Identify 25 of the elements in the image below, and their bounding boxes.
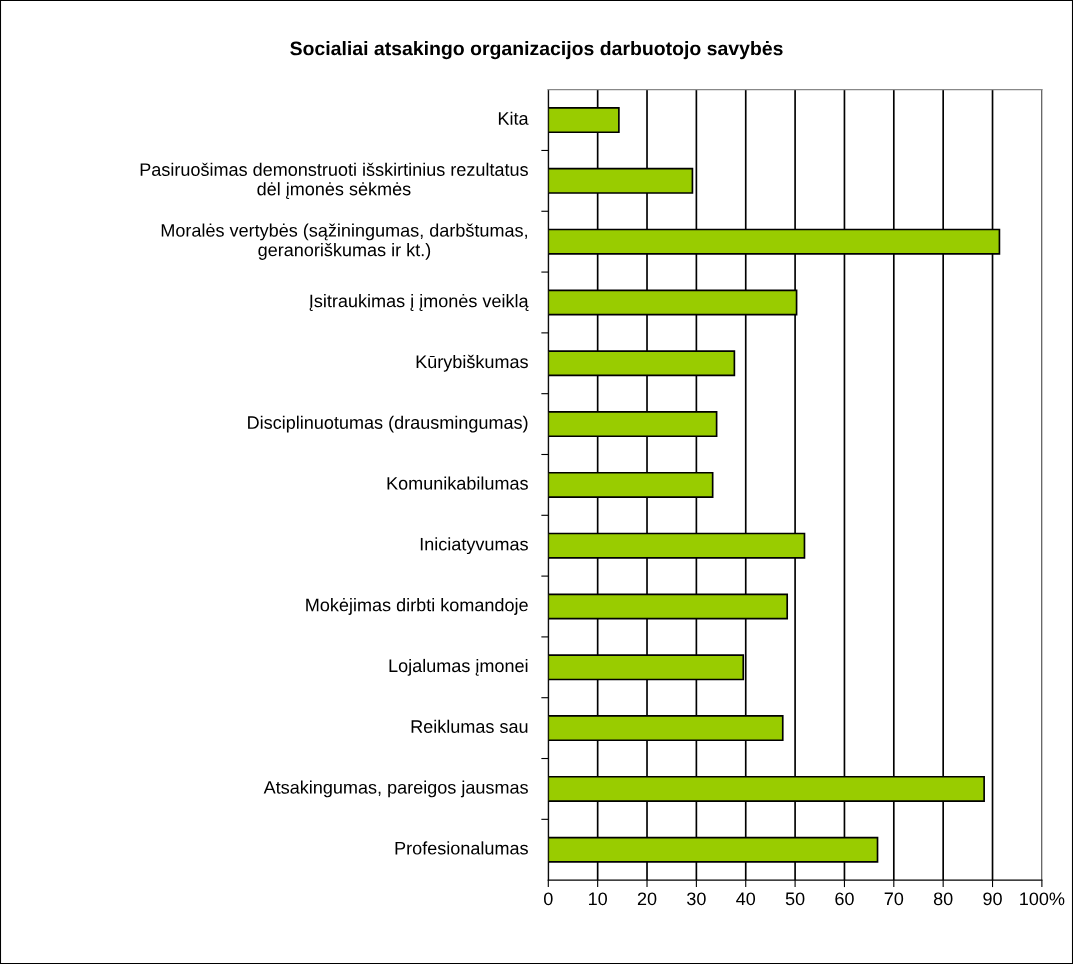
x-tick-label: 60 <box>835 892 854 906</box>
y-tick-label: Komunikabilumas <box>387 476 528 490</box>
x-tick-label: 0 <box>543 892 553 906</box>
x-tick-label: 50 <box>785 892 805 906</box>
y-tick-label: Profesionalumas <box>395 841 528 855</box>
x-tick-label: 40 <box>736 892 756 906</box>
y-tick-label: Lojalumas įmonei <box>389 658 528 676</box>
y-tick-label: Iniciatyvumas <box>420 537 528 555</box>
x-tick-label: 80 <box>933 892 953 906</box>
x-tick-label: 20 <box>637 892 657 906</box>
y-tick-label: Reiklumas sau <box>411 719 528 733</box>
y-tick-label: Kūrybiškumas <box>416 354 528 372</box>
y-tick-label: Kita <box>498 111 529 125</box>
x-tick-label: 10 <box>589 892 607 906</box>
y-tick-label: Atsakingumas, pareigos jausmas <box>263 780 528 798</box>
x-tick-label: 30 <box>687 892 706 906</box>
y-tick-label: Moralės vertybės (sąžiningumas, darbštumas, geranoriškumas ir kt.) <box>161 223 527 260</box>
y-tick-label: Mokėjimas dirbti komandoje <box>306 598 528 615</box>
y-tick-label: Įsitraukimas į įmonės veiklą <box>309 294 529 311</box>
chart-title: Socialiai atsakingo organizacijos darbuotojo savybės <box>290 41 783 60</box>
x-tick-label: 100% <box>1020 892 1065 906</box>
x-tick-label: 90 <box>983 892 1002 906</box>
y-tick-label: Pasiruošimas demonstruoti išskirtinius rezultatus dėl įmonės sėkmės <box>140 162 528 200</box>
y-tick-label: Disciplinuotumas (drausmingumas) <box>248 415 528 433</box>
x-tick-label: 70 <box>884 892 904 906</box>
